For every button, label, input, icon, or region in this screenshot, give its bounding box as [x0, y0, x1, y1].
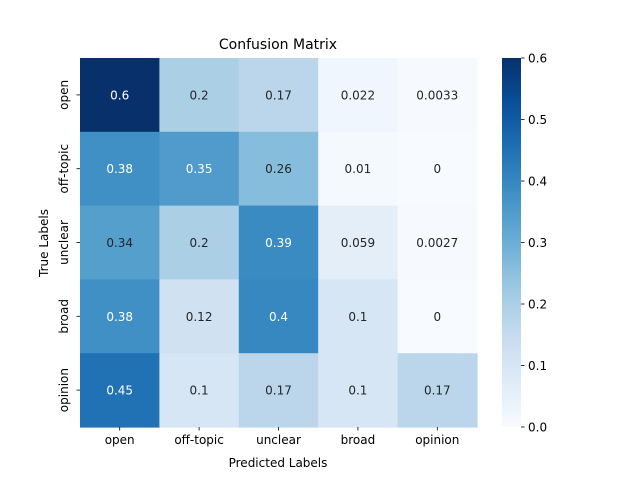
heatmap-cell-0-2 [238, 58, 319, 133]
heatmap-cell-3-1 [159, 279, 240, 354]
heatmap-cell-1-3 [318, 131, 399, 207]
heatmap-cell-2-4 [397, 205, 478, 280]
cell-value-label-3-0: 0.38 [106, 310, 133, 324]
y-tick-label-0: open [57, 80, 71, 110]
cell-value-label-1-2: 0.26 [265, 162, 292, 176]
heatmap-cell-2-2 [238, 205, 319, 280]
y-tick-label-4: opinion [57, 368, 71, 412]
colorbar-tick-label-0: 0.0 [528, 421, 547, 435]
heatmap-cell-1-2 [238, 131, 319, 207]
x-tick-label-3: broad [341, 433, 376, 447]
y-axis-label: True Labels [37, 209, 51, 278]
heatmap-cell-4-0 [80, 353, 160, 428]
cell-value-label-4-3: 0.1 [348, 384, 367, 398]
colorbar-gradient [502, 58, 521, 427]
cell-value-label-0-1: 0.2 [190, 88, 209, 102]
x-tick-label-4: opinion [415, 433, 459, 447]
colorbar-tick-label-3: 0.3 [528, 236, 547, 250]
cell-value-label-0-4: 0.0033 [416, 88, 458, 102]
heatmap-cell-0-3 [318, 58, 399, 133]
cell-value-label-4-2: 0.17 [265, 384, 292, 398]
cell-value-label-0-3: 0.022 [341, 88, 375, 102]
y-axis-ticks: open off-topic unclear broad opinion [57, 80, 80, 412]
cell-value-label-2-2: 0.39 [265, 236, 292, 250]
cell-value-label-3-1: 0.12 [186, 310, 213, 324]
cell-value-label-2-1: 0.2 [190, 236, 209, 250]
heatmap-cell-2-3 [318, 205, 399, 280]
colorbar-tick-label-2: 0.2 [528, 298, 547, 312]
x-axis-ticks: open off-topic unclear broad opinion [105, 427, 459, 447]
heatmap-cell-3-4 [397, 279, 478, 354]
heatmap-cells: 0.6 0.2 0.17 0.022 0.0033 0.38 0.35 0.26 0.01 0 0.… [80, 58, 478, 428]
heatmap-cell-0-4 [397, 58, 478, 133]
colorbar-tick-label-1: 0.1 [528, 359, 547, 373]
cell-value-label-2-3: 0.059 [341, 236, 375, 250]
heatmap-cell-0-1 [159, 58, 240, 133]
chart-title: Confusion Matrix [219, 37, 337, 53]
colorbar-tick-label-6: 0.6 [528, 52, 547, 66]
x-tick-label-1: off-topic [174, 433, 224, 447]
cell-value-label-3-2: 0.4 [269, 310, 288, 324]
heatmap-cell-4-3 [318, 353, 399, 428]
heatmap-cell-1-4 [397, 131, 478, 207]
cell-value-label-4-1: 0.1 [190, 384, 209, 398]
cell-value-label-0-2: 0.17 [265, 88, 292, 102]
cell-value-label-4-4: 0.17 [424, 384, 451, 398]
y-tick-label-2: unclear [57, 220, 71, 265]
heatmap-cell-2-1 [159, 205, 240, 280]
heatmap-cell-3-3 [318, 279, 399, 354]
colorbar-tick-label-5: 0.5 [528, 113, 547, 127]
cell-value-label-2-4: 0.0027 [416, 236, 458, 250]
cell-value-label-1-3: 0.01 [345, 162, 372, 176]
heatmap-cell-1-0 [80, 131, 160, 207]
cell-value-label-1-0: 0.38 [106, 162, 133, 176]
heatmap-cell-0-0 [80, 58, 160, 133]
colorbar: 0.0 0.1 0.2 0.3 0.4 0.5 0.6 [502, 52, 547, 435]
cell-value-label-3-4: 0 [433, 310, 441, 324]
cell-value-label-0-0: 0.6 [110, 88, 129, 102]
cell-value-label-2-0: 0.34 [106, 236, 133, 250]
heatmap-cell-3-2 [238, 279, 319, 354]
colorbar-tick-label-4: 0.4 [528, 175, 547, 189]
y-tick-label-1: off-topic [57, 144, 71, 194]
x-tick-label-0: open [105, 433, 135, 447]
heatmap-cell-4-2 [238, 353, 319, 428]
heatmap-cell-2-0 [80, 205, 160, 280]
heatmap-cell-3-0 [80, 279, 160, 354]
cell-value-label-1-1: 0.35 [186, 162, 213, 176]
x-axis-label: Predicted Labels [229, 456, 328, 470]
heatmap-cell-4-1 [159, 353, 240, 428]
x-tick-label-2: unclear [256, 433, 301, 447]
heatmap-cell-1-1 [159, 131, 240, 207]
y-tick-label-3: broad [57, 299, 71, 334]
cell-value-label-3-3: 0.1 [348, 310, 367, 324]
heatmap-cell-4-4 [397, 353, 478, 428]
cell-value-label-4-0: 0.45 [106, 384, 133, 398]
cell-value-label-1-4: 0 [433, 162, 441, 176]
